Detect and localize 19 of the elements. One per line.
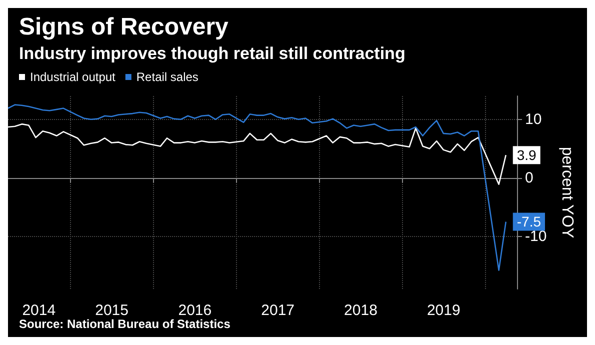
y-axis-title: percent YOY (558, 146, 576, 238)
x-tick-label: 2014 (22, 302, 56, 319)
data-label: 3.9 (516, 147, 537, 164)
x-tick-label: 2017 (261, 302, 295, 319)
source-note: Source: National Bureau of Statistics (19, 317, 231, 331)
x-tick-label: 2016 (178, 302, 212, 319)
legend-label: Retail sales (136, 70, 198, 84)
y-tick-label: 10 (525, 110, 542, 128)
data-label: -7.5 (516, 214, 542, 230)
x-tick-label: 2015 (95, 302, 128, 319)
chart-subtitle: Industry improves though retail still contracting (19, 44, 406, 63)
x-tick-label: 2018 (344, 302, 378, 319)
line-series (8, 123, 507, 185)
chart-title: Signs of Recovery (19, 14, 230, 40)
line-series (8, 104, 507, 271)
x-tick-label: 2019 (426, 302, 460, 319)
legend-label: Industrial output (30, 70, 116, 84)
y-tick-label: 0 (525, 169, 534, 186)
y-tick-label: -10 (525, 228, 547, 245)
